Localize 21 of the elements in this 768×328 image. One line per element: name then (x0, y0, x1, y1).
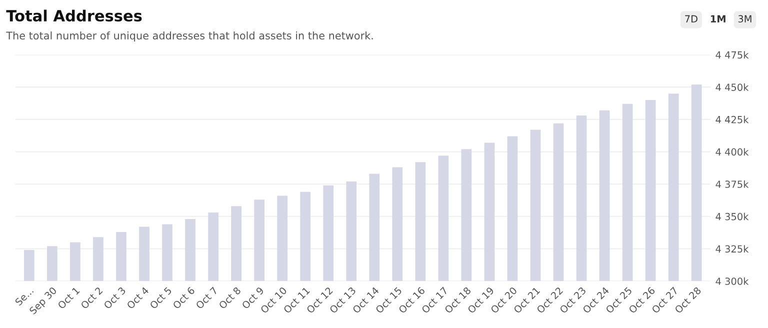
x-tick-label: Oct 6 (172, 286, 196, 310)
chart-subtitle: The total number of unique addresses that hold assets in the network. (6, 31, 373, 42)
y-tick-label: 4 425k (716, 116, 749, 124)
y-tick-label: 4 325k (716, 245, 749, 253)
y-tick-label: 4 350k (716, 212, 749, 220)
y-tick-label: 4 475k (716, 51, 749, 59)
text: 7D (685, 15, 698, 22)
x-tick-label: Oct 2 (80, 286, 103, 310)
y-tick-label: 4 400k (716, 148, 749, 156)
x-tick-label: Oct 5 (149, 286, 172, 310)
x-tick-label: Oct 7 (195, 286, 218, 310)
x-tick-label: Oct 8 (218, 286, 242, 310)
y-tick-label: 4 375k (716, 180, 749, 188)
chart-title: Total Addresses (6, 10, 142, 22)
x-tick-label: Oct 3 (103, 286, 126, 310)
y-tick-label: 4 300k (716, 277, 749, 285)
x-tick-label: Oct 4 (126, 286, 150, 310)
text: 1M (710, 15, 726, 22)
text: 3M (738, 15, 752, 22)
x-tick-label: Oct 1 (57, 286, 80, 310)
y-tick-label: 4 450k (716, 83, 749, 91)
